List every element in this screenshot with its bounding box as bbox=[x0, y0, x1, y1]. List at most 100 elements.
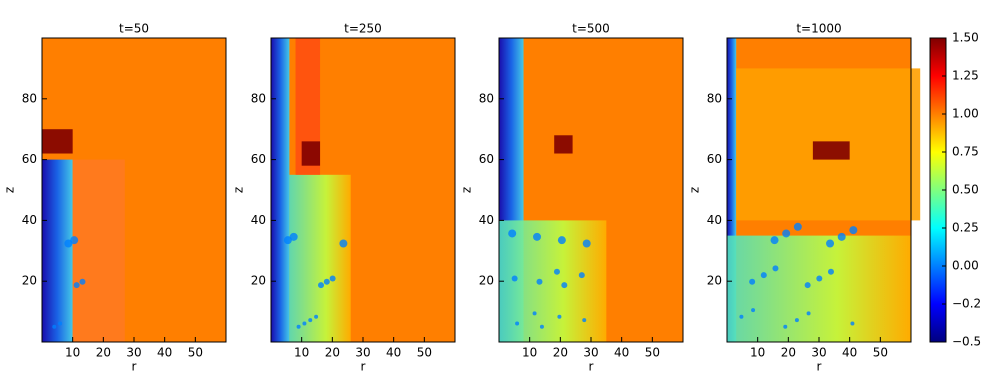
vortex bbox=[739, 314, 744, 319]
vortex bbox=[283, 236, 292, 245]
vortex bbox=[539, 324, 544, 329]
x-tick-label: 20 bbox=[781, 346, 796, 360]
vortex bbox=[308, 318, 313, 323]
y-axis-label: z bbox=[460, 187, 474, 193]
vortex bbox=[508, 229, 517, 238]
vortex bbox=[582, 318, 587, 323]
x-tick-label: 30 bbox=[126, 346, 141, 360]
x-tick-label: 40 bbox=[157, 346, 172, 360]
vortex bbox=[850, 321, 855, 326]
panel-title: t=50 bbox=[119, 22, 149, 36]
y-tick-label: 60 bbox=[251, 152, 266, 166]
x-tick-label: 10 bbox=[750, 346, 765, 360]
vortex bbox=[793, 222, 802, 231]
vortex bbox=[849, 226, 858, 235]
colorbar-tick-label: 0.25 bbox=[952, 221, 979, 235]
x-tick-label: 50 bbox=[417, 346, 432, 360]
vortex bbox=[826, 239, 835, 248]
vortex bbox=[751, 308, 756, 313]
x-axis-label: r bbox=[361, 360, 366, 374]
colorbar-tick-label: −0.25 bbox=[952, 297, 981, 311]
vortex bbox=[329, 275, 336, 282]
vortex bbox=[770, 236, 779, 245]
vortex bbox=[557, 236, 566, 245]
vortex bbox=[302, 321, 307, 326]
x-tick-label: 20 bbox=[553, 346, 568, 360]
vortex bbox=[73, 282, 80, 289]
y-tick-label: 80 bbox=[479, 91, 494, 105]
y-tick-label: 40 bbox=[479, 213, 494, 227]
panel-title: t=1000 bbox=[796, 22, 841, 36]
x-tick-label: 40 bbox=[386, 346, 401, 360]
vortex bbox=[339, 239, 348, 248]
vortex bbox=[578, 272, 585, 279]
y-tick-label: 20 bbox=[251, 274, 266, 288]
y-tick-label: 80 bbox=[22, 91, 37, 105]
x-tick-label: 40 bbox=[614, 346, 629, 360]
vortex bbox=[296, 324, 301, 329]
vortex bbox=[553, 268, 560, 275]
flow-region bbox=[812, 141, 850, 160]
x-tick-label: 40 bbox=[842, 346, 857, 360]
y-tick-label: 80 bbox=[251, 91, 266, 105]
flow-region bbox=[42, 159, 73, 342]
y-tick-label: 60 bbox=[479, 152, 494, 166]
y-tick-label: 80 bbox=[707, 91, 722, 105]
y-tick-label: 20 bbox=[22, 274, 37, 288]
vortex bbox=[772, 265, 779, 272]
y-tick-label: 60 bbox=[22, 152, 37, 166]
vortex bbox=[794, 318, 799, 323]
vortex bbox=[561, 282, 568, 289]
vortex bbox=[515, 321, 520, 326]
vortex bbox=[511, 275, 518, 282]
vortex bbox=[557, 314, 562, 319]
vortex bbox=[314, 314, 319, 319]
vortex bbox=[749, 278, 756, 285]
vortex bbox=[317, 282, 324, 289]
panel-title: t=500 bbox=[572, 22, 610, 36]
x-tick-label: 10 bbox=[65, 346, 80, 360]
x-tick-label: 50 bbox=[188, 346, 203, 360]
vortex bbox=[827, 268, 834, 275]
x-tick-label: 30 bbox=[355, 346, 370, 360]
vortex bbox=[52, 324, 57, 329]
y-tick-label: 40 bbox=[251, 213, 266, 227]
x-tick-label: 30 bbox=[583, 346, 598, 360]
y-axis-label: z bbox=[688, 187, 702, 193]
y-tick-label: 40 bbox=[707, 213, 722, 227]
vortex bbox=[532, 311, 537, 316]
flow-region bbox=[271, 38, 290, 342]
x-tick-label: 20 bbox=[325, 346, 340, 360]
vortex bbox=[804, 282, 811, 289]
vortex bbox=[782, 229, 791, 238]
vortex bbox=[760, 272, 767, 279]
flow-region bbox=[727, 38, 737, 342]
colorbar-tick-label: 1.00 bbox=[952, 107, 979, 121]
y-tick-label: 40 bbox=[22, 213, 37, 227]
colorbar-tick-label: 1.25 bbox=[952, 69, 979, 83]
vortex bbox=[582, 239, 591, 248]
colorbar-tick-label: −0.50 bbox=[952, 335, 981, 349]
flow-region bbox=[42, 129, 73, 154]
vortex bbox=[79, 278, 86, 285]
x-tick-label: 20 bbox=[96, 346, 111, 360]
x-tick-label: 30 bbox=[811, 346, 826, 360]
vortex bbox=[58, 321, 63, 326]
vortex bbox=[323, 278, 330, 285]
x-axis-label: r bbox=[817, 360, 822, 374]
y-tick-label: 20 bbox=[479, 274, 494, 288]
flow-region bbox=[72, 159, 125, 342]
vortex bbox=[533, 232, 542, 241]
x-axis-label: r bbox=[589, 360, 594, 374]
x-tick-label: 10 bbox=[294, 346, 309, 360]
colorbar-tick-label: 0.75 bbox=[952, 145, 979, 159]
colorbar-tick-label: 0.00 bbox=[952, 259, 979, 273]
vortex bbox=[64, 239, 73, 248]
flow-region bbox=[554, 135, 573, 154]
y-tick-label: 60 bbox=[707, 152, 722, 166]
x-tick-label: 50 bbox=[873, 346, 888, 360]
x-tick-label: 10 bbox=[522, 346, 537, 360]
x-axis-label: r bbox=[132, 360, 137, 374]
flow-region bbox=[301, 141, 321, 166]
